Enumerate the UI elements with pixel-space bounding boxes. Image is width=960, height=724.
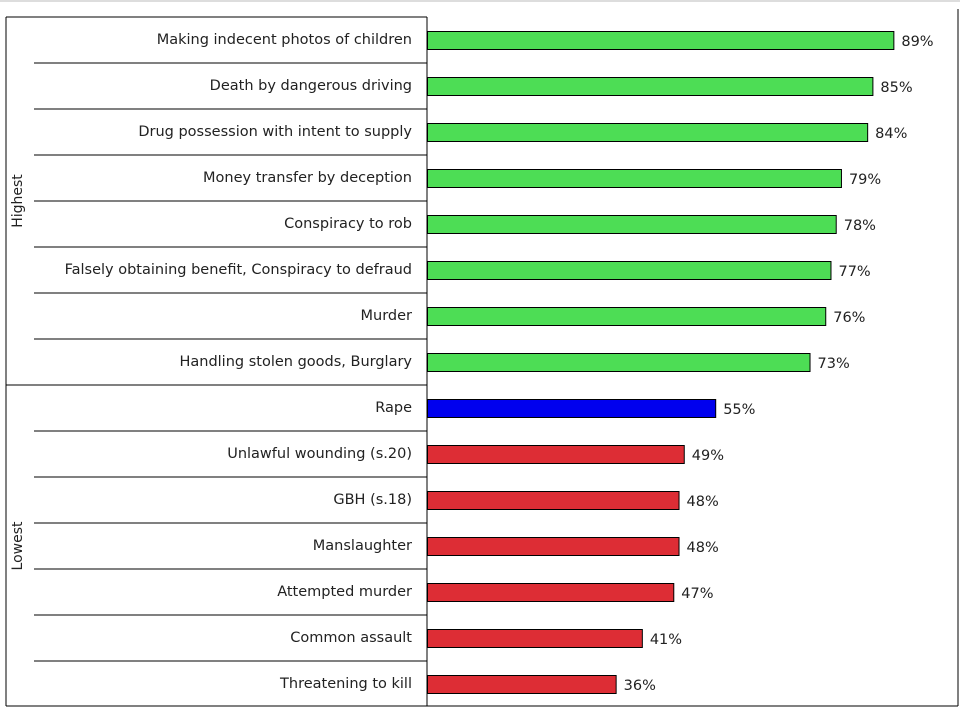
value-label: 48% xyxy=(687,494,719,510)
category-label: Unlawful wounding (s.20) xyxy=(227,446,412,462)
category-label: Money transfer by deception xyxy=(203,170,412,186)
bar xyxy=(427,629,643,648)
value-label: 79% xyxy=(849,172,881,188)
bar xyxy=(427,399,717,418)
bar xyxy=(427,537,680,556)
value-label: 47% xyxy=(681,586,713,602)
value-label: 89% xyxy=(901,34,933,50)
bar xyxy=(427,353,811,372)
category-label: Death by dangerous driving xyxy=(210,78,412,94)
value-label: 73% xyxy=(818,356,850,372)
category-label: Drug possession with intent to supply xyxy=(138,124,412,140)
category-label: GBH (s.18) xyxy=(333,492,412,508)
value-labels: 89% 85% 84% 79% 78% 77% 76% 73% 55% 49% 48% 48% 47% 4… xyxy=(624,34,934,694)
bar xyxy=(427,31,895,50)
category-label: Common assault xyxy=(290,630,412,646)
value-label: 76% xyxy=(833,310,865,326)
value-label: 49% xyxy=(692,448,724,464)
category-label: Conspiracy to rob xyxy=(284,216,412,232)
value-label: 55% xyxy=(723,402,755,418)
value-label: 48% xyxy=(687,540,719,556)
group-labels: Highest Lowest xyxy=(10,174,26,571)
value-label: 85% xyxy=(880,80,912,96)
bar xyxy=(427,261,832,280)
value-label: 36% xyxy=(624,678,656,694)
category-label: Threatening to kill xyxy=(279,676,412,692)
category-label: Attempted murder xyxy=(277,584,412,600)
bar xyxy=(427,491,680,510)
category-label: Murder xyxy=(361,308,413,324)
bar xyxy=(427,675,617,694)
bar xyxy=(427,307,827,326)
category-label: Making indecent photos of children xyxy=(157,32,412,48)
value-label: 41% xyxy=(650,632,682,648)
category-label: Rape xyxy=(375,400,412,416)
bar xyxy=(427,169,842,188)
bars xyxy=(427,31,895,694)
bar xyxy=(427,583,675,602)
bar xyxy=(427,77,874,96)
category-label: Falsely obtaining benefit, Conspiracy to… xyxy=(65,262,412,278)
chart-frame xyxy=(0,0,960,707)
category-labels: Making indecent photos of children Death … xyxy=(65,32,413,692)
group-label-0: Highest xyxy=(10,174,26,228)
bar xyxy=(427,215,837,234)
value-label: 84% xyxy=(875,126,907,142)
bar xyxy=(427,123,869,142)
value-label: 78% xyxy=(844,218,876,234)
bar xyxy=(427,445,685,464)
value-label: 77% xyxy=(838,264,870,280)
group-label-1: Lowest xyxy=(10,521,26,570)
category-label: Handling stolen goods, Burglary xyxy=(179,354,412,370)
category-label: Manslaughter xyxy=(313,538,412,554)
